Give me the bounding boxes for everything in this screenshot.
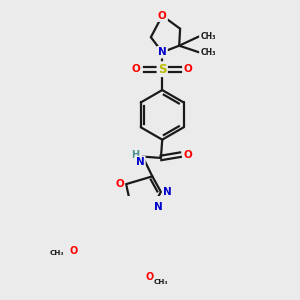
Text: N: N bbox=[136, 157, 144, 167]
Text: O: O bbox=[184, 150, 193, 160]
Text: S: S bbox=[158, 63, 166, 76]
Text: CH₃: CH₃ bbox=[154, 279, 168, 285]
Text: O: O bbox=[69, 246, 78, 256]
Text: H: H bbox=[131, 150, 139, 160]
Text: CH₃: CH₃ bbox=[200, 32, 216, 41]
Text: CH₃: CH₃ bbox=[50, 250, 64, 256]
Text: O: O bbox=[184, 64, 193, 74]
Text: N: N bbox=[163, 187, 172, 197]
Text: O: O bbox=[132, 64, 140, 74]
Text: CH₃: CH₃ bbox=[200, 48, 216, 57]
Text: O: O bbox=[158, 11, 167, 21]
Text: O: O bbox=[146, 272, 154, 282]
Text: N: N bbox=[154, 202, 163, 212]
Text: N: N bbox=[158, 47, 167, 57]
Text: O: O bbox=[115, 179, 124, 189]
